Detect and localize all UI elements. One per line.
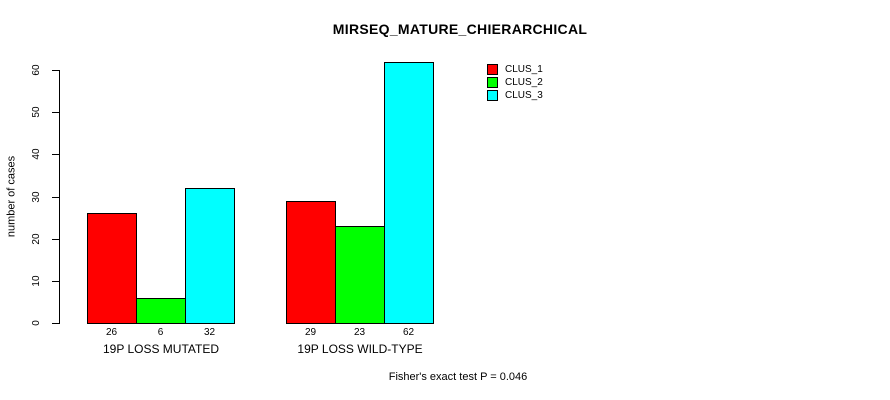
y-axis-label: number of cases xyxy=(5,155,18,238)
bar-value-label: 29 xyxy=(304,327,317,338)
y-tick-label: 20 xyxy=(31,233,42,245)
y-tick-label: 50 xyxy=(31,106,42,118)
legend-swatch xyxy=(487,90,498,101)
legend-label: CLUS_2 xyxy=(505,77,543,88)
y-tick xyxy=(52,238,59,240)
y-tick-label: 0 xyxy=(31,320,42,326)
bar-value-label: 23 xyxy=(353,327,366,338)
legend-swatch xyxy=(487,64,498,75)
category-label: 19P LOSS MUTATED xyxy=(102,342,220,356)
y-tick xyxy=(52,280,59,282)
legend-label: CLUS_1 xyxy=(505,64,543,75)
legend-item-clus_3: CLUS_3 xyxy=(487,89,543,102)
bar-clus_3-group2 xyxy=(384,61,434,324)
y-tick-label: 10 xyxy=(31,275,42,287)
y-tick xyxy=(52,70,59,71)
legend-swatch xyxy=(487,77,498,88)
bar-value-label: 32 xyxy=(203,327,216,338)
y-tick xyxy=(52,112,59,114)
y-tick-label: 40 xyxy=(31,148,42,160)
bar-value-label: 6 xyxy=(157,327,164,338)
bar-clus_1-group2 xyxy=(286,200,336,324)
legend: CLUS_1 CLUS_2 CLUS_3 xyxy=(487,63,543,102)
y-tick xyxy=(52,154,59,156)
annotation-text: Fisher's exact test P = 0.046 xyxy=(388,371,528,383)
y-tick-label: 30 xyxy=(31,190,42,203)
bar-clus_1-group1 xyxy=(87,213,137,324)
category-label: 19P LOSS WILD-TYPE xyxy=(297,342,423,356)
bar-value-label: 62 xyxy=(402,327,415,338)
chart-title: MIRSEQ_MATURE_CHIERARCHICAL xyxy=(332,21,588,37)
y-tick xyxy=(52,196,59,198)
y-tick xyxy=(52,323,59,324)
y-axis-line xyxy=(59,70,60,324)
y-tick-label: 60 xyxy=(31,64,42,76)
bar-clus_2-group1 xyxy=(136,297,186,324)
legend-item-clus_1: CLUS_1 xyxy=(487,63,543,76)
bar-clus_2-group2 xyxy=(335,226,385,324)
legend-label: CLUS_3 xyxy=(505,90,543,101)
bar-value-label: 26 xyxy=(105,327,118,338)
legend-item-clus_2: CLUS_2 xyxy=(487,76,543,89)
bar-clus_3-group1 xyxy=(185,188,235,324)
